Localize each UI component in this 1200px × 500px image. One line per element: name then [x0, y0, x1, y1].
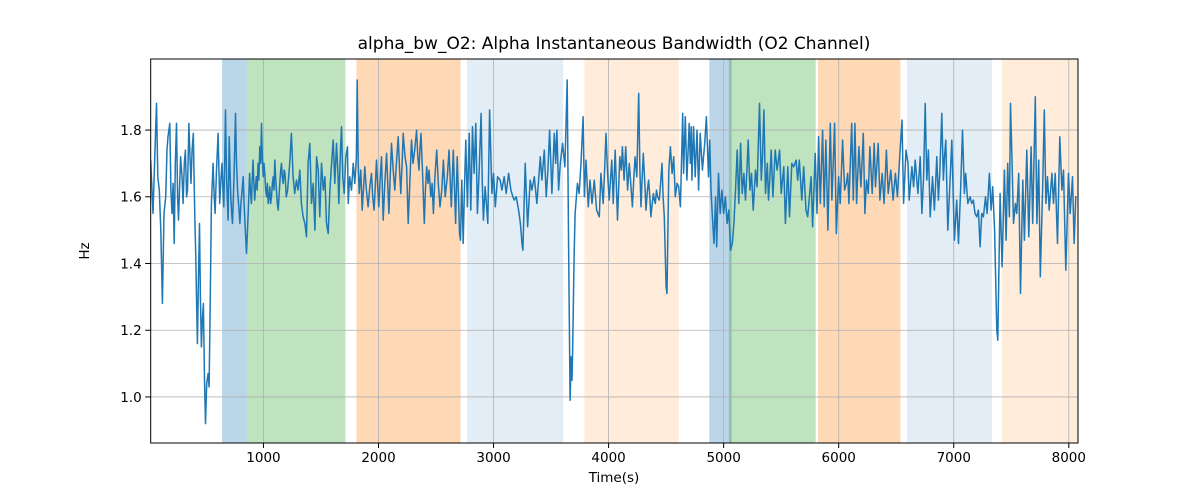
annotation-bands-layer	[222, 59, 1078, 443]
x-tick-label: 5000	[706, 450, 740, 466]
annotation-band	[246, 59, 346, 443]
x-tick-label: 2000	[361, 450, 395, 466]
gridlines-layer	[150, 59, 1078, 443]
annotation-band	[709, 59, 732, 443]
series-line	[150, 79, 1077, 425]
annotation-band	[906, 59, 992, 443]
x-tick-label: 7000	[937, 450, 971, 466]
y-tick-label: 1.2	[120, 323, 141, 339]
x-axis-label: Time(s)	[588, 470, 640, 486]
annotation-band	[584, 59, 679, 443]
x-tick-label: 1000	[246, 450, 280, 466]
annotation-band	[467, 59, 564, 443]
y-tick-label: 1.0	[120, 390, 141, 406]
plot-spine	[150, 58, 1079, 444]
x-tick-label: 8000	[1052, 450, 1086, 466]
y-axis-label: Hz	[77, 242, 93, 259]
y-tick-label: 1.4	[120, 256, 141, 272]
x-tick-label: 3000	[476, 450, 510, 466]
chart-title: alpha_bw_O2: Alpha Instantaneous Bandwid…	[358, 34, 871, 54]
y-tick-label: 1.8	[120, 123, 141, 139]
y-tick-label: 1.6	[120, 190, 141, 206]
annotation-band	[728, 59, 816, 443]
annotation-band	[356, 59, 461, 443]
series-layer	[150, 79, 1077, 425]
x-tick-label: 6000	[822, 450, 856, 466]
x-tick-label: 4000	[591, 450, 625, 466]
annotation-band	[817, 59, 901, 443]
axes-layer: 1000 2000 3000 4000 5000 6000 7000 8000 1.0 1.2 1.…	[120, 58, 1086, 466]
